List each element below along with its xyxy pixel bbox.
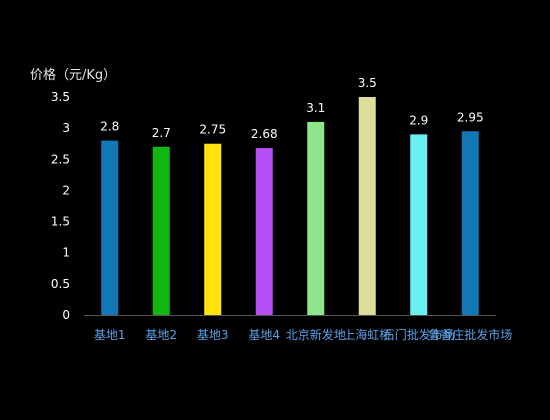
x-tick-label: 基地2 — [145, 328, 177, 342]
y-tick-label: 1 — [62, 246, 70, 260]
bar — [461, 131, 479, 315]
x-tick-label: 鲁香庄批发市场 — [428, 327, 512, 342]
bar — [358, 97, 376, 315]
bar-value-label: 3.5 — [358, 76, 377, 90]
bar — [307, 121, 325, 316]
bar-value-label: 2.68 — [251, 127, 278, 141]
bar — [204, 143, 222, 315]
x-tick-label: 基地4 — [248, 328, 280, 342]
bar-value-label: 2.8 — [100, 120, 119, 134]
x-tick-label: 上海虹桥 — [343, 327, 391, 342]
bar-value-label: 2.75 — [199, 123, 226, 137]
x-tick-label: 北京新发地 — [286, 327, 346, 342]
y-tick-label: 3 — [62, 121, 70, 135]
x-tick-label: 基地1 — [94, 328, 126, 342]
bar — [410, 134, 428, 315]
bar-value-label: 2.7 — [152, 126, 171, 140]
y-tick-label: 2 — [62, 183, 70, 197]
bar — [101, 140, 119, 315]
bar — [255, 148, 273, 315]
x-tick-label: 石门批发市场 — [383, 327, 455, 342]
bar — [152, 146, 170, 315]
data-labels: 2.8 2.7 2.75 2.68 3.1 3.5 2.9 2.95 — [100, 76, 483, 141]
bar-value-label: 2.95 — [457, 110, 484, 124]
y-tick-label: 3.5 — [51, 90, 70, 104]
y-axis-unit-label: 价格（元/Kg） — [30, 67, 116, 83]
y-tick-label: 1.5 — [51, 215, 70, 229]
bar-series — [101, 97, 479, 316]
x-tick-label: 基地3 — [197, 328, 229, 342]
y-axis-ticks: 0 0.5 1 1.5 2 2.5 3 3.5 — [51, 90, 70, 322]
y-tick-label: 0.5 — [51, 277, 70, 291]
y-tick-label: 0 — [62, 308, 70, 322]
y-tick-label: 2.5 — [51, 152, 70, 166]
bar-value-label: 2.9 — [409, 113, 428, 127]
bar-value-label: 3.1 — [306, 101, 325, 115]
